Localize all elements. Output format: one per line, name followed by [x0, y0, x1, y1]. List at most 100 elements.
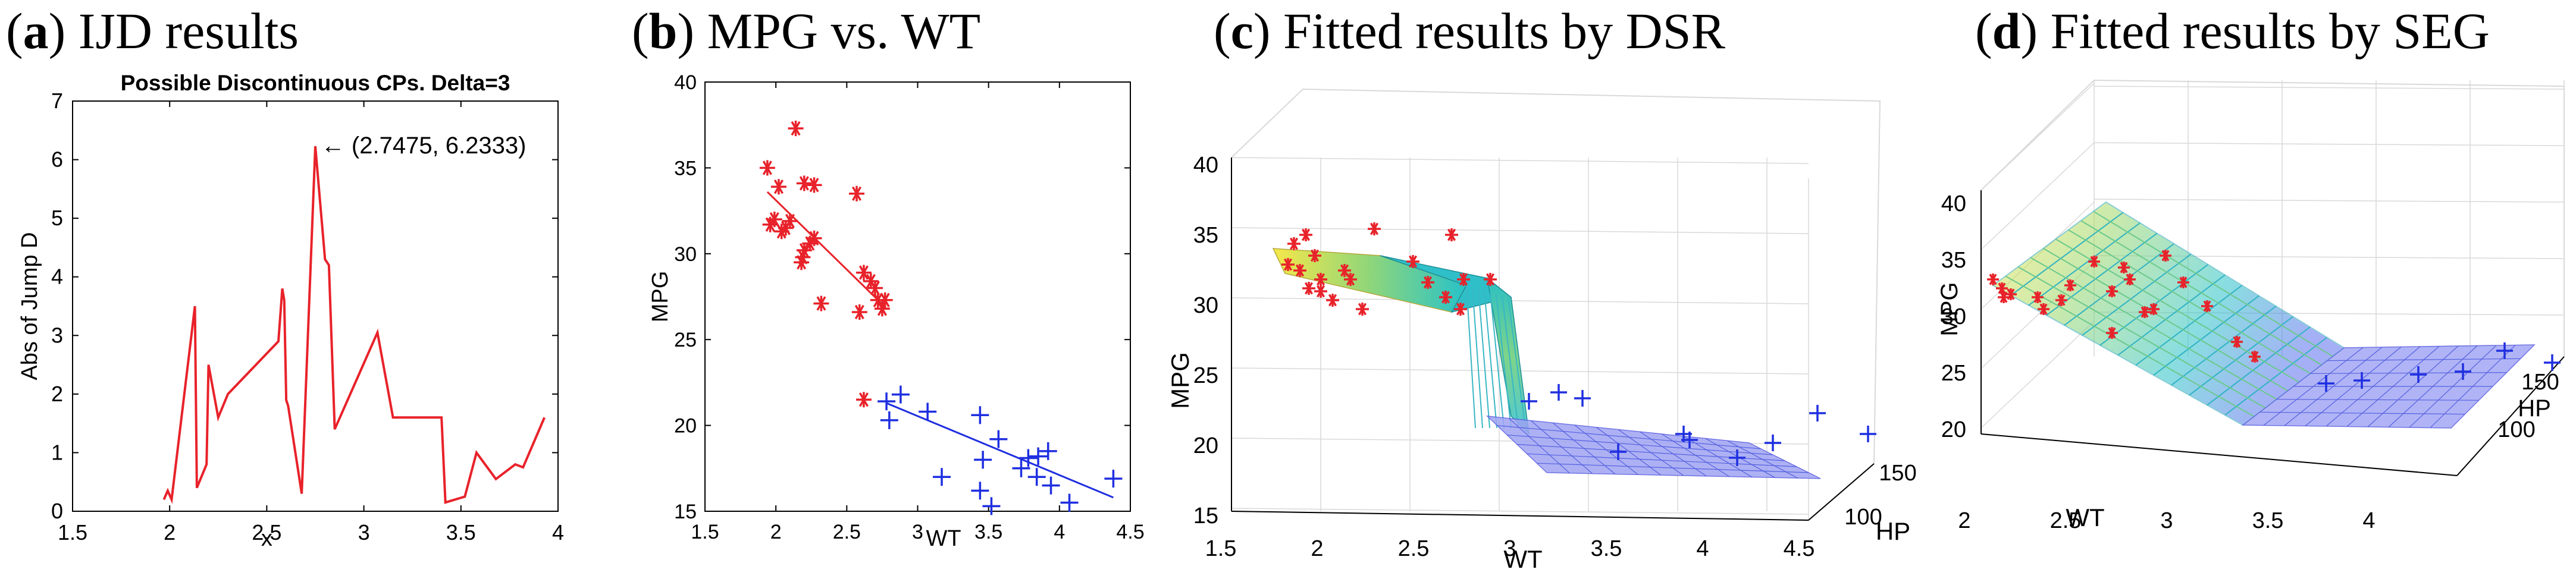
y-tick-label: 35 — [674, 157, 697, 180]
data-point-plus — [878, 392, 896, 411]
y-tick-label: 40 — [1193, 153, 1218, 178]
y-tick-label: 3 — [51, 323, 63, 347]
mesh-line — [1527, 453, 1797, 467]
data-point-star — [1484, 273, 1497, 286]
data-point-star — [1314, 285, 1327, 298]
peak-annotation: ← (2.7475, 6.2333) — [321, 133, 527, 159]
z-axis-label: HP — [2518, 395, 2551, 421]
x-tick-label: 3 — [912, 521, 923, 543]
mesh-line — [2028, 222, 2141, 306]
axis-wt — [1980, 433, 2458, 476]
x-tick-label: 2 — [1311, 536, 1323, 561]
data-point-star — [773, 224, 789, 240]
mesh-line — [2082, 253, 2192, 336]
data-point-plus — [2496, 342, 2513, 359]
plot-frame — [72, 100, 559, 512]
data-point-plus — [1019, 449, 1038, 467]
grid-line-d — [1980, 142, 2095, 250]
axis-wt — [1231, 511, 1809, 521]
x-tick-label: 2.5 — [2050, 508, 2082, 533]
data-point-star — [2124, 273, 2136, 285]
data-point-plus — [1809, 405, 1826, 421]
data-point-star — [1368, 222, 1381, 235]
mesh-line — [2042, 247, 2289, 392]
jump-line — [162, 146, 546, 504]
data-point-star — [795, 249, 811, 265]
data-point-star — [2177, 276, 2189, 288]
data-point-star — [806, 177, 822, 193]
data-point-plus — [1012, 459, 1030, 477]
mesh-line — [2005, 275, 2255, 417]
data-point-plus — [982, 497, 1001, 515]
data-point-plus — [1729, 449, 1745, 466]
data-point-star — [1326, 294, 1339, 307]
mesh-line — [2135, 285, 2243, 366]
mesh-line — [2189, 316, 2293, 396]
mesh-line — [2010, 212, 2124, 296]
z-tick-label: 100 — [1844, 505, 1882, 530]
y-tick-label: 35 — [1941, 248, 1966, 273]
data-point-plus — [880, 411, 898, 429]
data-point-star — [1302, 282, 1315, 295]
panel-a-title: (a) IJD results — [6, 2, 299, 59]
data-point-star — [2201, 300, 2213, 312]
x-axis-label: WT — [1503, 545, 1542, 573]
mesh-line — [2171, 306, 2277, 386]
data-point-star — [2139, 306, 2151, 318]
grid-line-h — [1231, 227, 1809, 234]
data-point-star — [851, 304, 867, 320]
mesh-line — [2117, 274, 2226, 356]
grid-line-d — [1980, 83, 2095, 191]
mesh-line — [1508, 297, 1526, 429]
data-point-star — [877, 292, 893, 308]
data-point-plus — [2455, 363, 2471, 380]
mesh-line — [2046, 232, 2158, 316]
x-tick-label: 2.5 — [833, 521, 861, 543]
x-axis-label: WT — [926, 526, 961, 551]
data-point-star — [1287, 237, 1300, 250]
surface-right — [1486, 416, 1821, 479]
chart-title: Possible Discontinuous CPs. Delta=3 — [121, 71, 510, 95]
data-point-star — [1454, 303, 1467, 316]
data-point-plus — [1060, 493, 1079, 512]
data-point-star — [2064, 279, 2076, 291]
y-tick-label: 25 — [674, 329, 697, 351]
data-point-star — [1457, 273, 1470, 286]
x-axis-label: WT — [2066, 504, 2104, 531]
panel-b: (b) MPG vs. WT 1.5 2 2.5 3 3.5 4 4.5 15 20 25 30 35… — [631, 0, 1166, 582]
y-tick-label: 40 — [1941, 191, 1966, 216]
data-point-plus — [919, 402, 937, 421]
data-point-star — [1439, 291, 1452, 304]
data-point-plus — [1610, 443, 1627, 460]
mesh-line — [1478, 288, 1490, 429]
data-point-star — [1308, 249, 1321, 262]
data-point-star — [2249, 351, 2261, 363]
x-tick-label: 2 — [770, 521, 782, 543]
x-tick-label: 3 — [358, 520, 370, 545]
data-point-plus — [933, 468, 951, 486]
x-tick-label: 1.5 — [691, 521, 719, 543]
grid-line-d — [1980, 320, 2095, 429]
data-point-plus — [1550, 384, 1567, 401]
data-point-star — [759, 160, 775, 176]
mesh-line — [1507, 435, 1773, 455]
chart-a: 1.5 2 2.5 3 3.5 4 0 1 2 3 4 5 6 7 Possible Discontinuo… — [17, 71, 564, 551]
mesh-line — [2260, 411, 2465, 415]
mesh-line — [1484, 290, 1497, 429]
y-axis-label: MPG — [1936, 282, 1963, 336]
mesh-line — [1490, 292, 1505, 429]
data-point-plus — [2318, 375, 2334, 392]
y-tick-label: 7 — [51, 89, 63, 113]
data-point-star — [1344, 273, 1357, 286]
y-tick-label: 0 — [51, 499, 63, 523]
data-point-plus — [1104, 470, 1123, 488]
panel-d-title: (d) Fitted results by SEG — [1975, 2, 2490, 59]
x-axis-label: x — [261, 526, 272, 551]
z-tick-label: 150 — [2521, 370, 2559, 395]
data-point-star — [1996, 282, 2008, 294]
x-tick-label: 4.5 — [1784, 536, 1815, 561]
y-tick-label: 2 — [51, 382, 63, 406]
y-tick-label: 1 — [51, 440, 63, 464]
mesh-line — [2310, 372, 2507, 374]
data-point-star — [2118, 262, 2130, 273]
